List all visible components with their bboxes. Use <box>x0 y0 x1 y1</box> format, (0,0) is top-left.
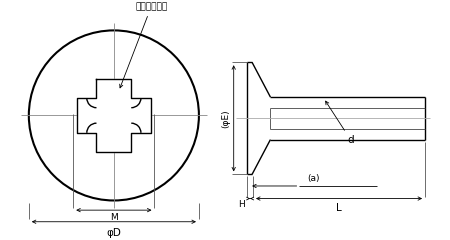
Text: M: M <box>110 213 118 222</box>
Text: φD: φD <box>107 228 122 238</box>
Polygon shape <box>77 79 151 152</box>
Text: L: L <box>336 203 342 213</box>
Text: d: d <box>326 101 354 145</box>
Text: 十字穴＃０番: 十字穴＃０番 <box>120 2 167 88</box>
Text: (a): (a) <box>307 174 320 183</box>
Text: (φE): (φE) <box>221 109 230 128</box>
Text: H: H <box>238 200 245 210</box>
